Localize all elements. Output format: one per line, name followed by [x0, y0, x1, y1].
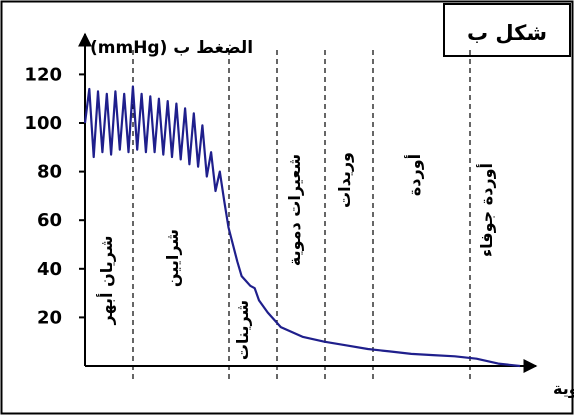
y-tick-label: 40 [37, 259, 62, 280]
series-group [83, 85, 521, 368]
figure-label: شكل ب [467, 21, 547, 45]
x-axis-label: قطر الأوعية الدموية [553, 379, 574, 398]
y-axis-label: الضغط ب (mmHg) [90, 38, 253, 58]
region-label: أوردة جوفاء [476, 163, 496, 257]
pressure-series-line [83, 85, 521, 368]
y-tick-label: 80 [37, 162, 62, 183]
region-dividers [132, 50, 471, 380]
region-label: شريان أبهر [96, 236, 116, 326]
region-label: شعيرات دموية [285, 154, 304, 266]
region-label: وريدات [335, 152, 354, 208]
y-tick-label: 20 [37, 307, 62, 328]
region-label: أوردة [404, 154, 424, 196]
figure-label-box [443, 3, 571, 57]
y-tick-label: 100 [24, 113, 62, 134]
y-axis-ticks: 120 100 80 60 40 20 [24, 64, 85, 328]
y-tick-label: 120 [24, 64, 62, 85]
region-label: شرينات [233, 300, 252, 360]
region-labels: شريان أبهر شرايين شرينات شعيرات دموية وريدات… [96, 152, 496, 360]
region-label: شرايين [163, 229, 182, 287]
y-tick-label: 60 [37, 210, 62, 231]
